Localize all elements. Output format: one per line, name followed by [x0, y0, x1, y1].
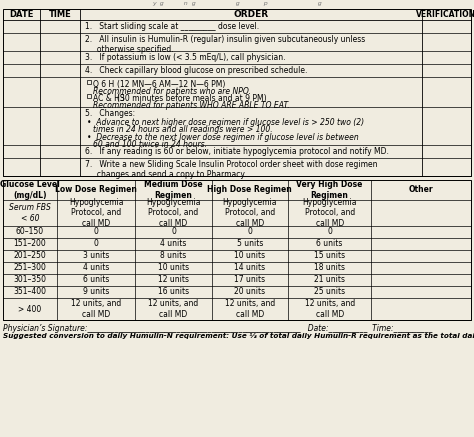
Text: 1.   Start sliding scale at _________ dose level.: 1. Start sliding scale at _________ dose… — [85, 22, 259, 31]
Text: ORDER: ORDER — [233, 10, 269, 19]
Text: times in 24 hours and all readings were > 100.: times in 24 hours and all readings were … — [93, 125, 273, 134]
Text: 6 units: 6 units — [83, 275, 109, 284]
Text: 0: 0 — [171, 228, 176, 236]
Text: 5.   Changes:: 5. Changes: — [85, 109, 135, 118]
Text: Hypoglycemia
Protocol, and
call MD: Hypoglycemia Protocol, and call MD — [146, 198, 201, 228]
Text: 60–150: 60–150 — [16, 228, 44, 236]
Text: Very High Dose
Regimen: Very High Dose Regimen — [296, 180, 363, 200]
Text: 12 units: 12 units — [158, 275, 189, 284]
Text: TIME: TIME — [49, 10, 72, 19]
Text: 0: 0 — [94, 239, 99, 249]
Text: 4.   Check capillary blood glucose on prescribed schedule.: 4. Check capillary blood glucose on pres… — [85, 66, 307, 75]
Text: •  Advance to next higher dose regimen if glucose level is > 250 two (2): • Advance to next higher dose regimen if… — [87, 118, 364, 127]
Text: Low Dose Regimen: Low Dose Regimen — [55, 185, 137, 194]
Text: 15 units: 15 units — [314, 252, 345, 260]
Bar — [3, 180, 471, 320]
Text: Q 6 H: Q 6 H — [93, 80, 114, 89]
Text: Hypoglycemia
Protocol, and
call MD: Hypoglycemia Protocol, and call MD — [302, 198, 357, 228]
Text: Suggested conversion to daily Humulin-N requirement: Use ⅓ of total daily Humuli: Suggested conversion to daily Humulin-N … — [3, 333, 474, 339]
Text: 60 and 100 twice in 24 hours.: 60 and 100 twice in 24 hours. — [93, 140, 207, 149]
Text: 251–300: 251–300 — [13, 264, 46, 273]
Text: 16 units: 16 units — [158, 288, 189, 296]
Text: 9 units: 9 units — [83, 288, 109, 296]
Text: AC & HS: AC & HS — [93, 94, 125, 103]
Text: 7.   Write a new Sliding Scale Insulin Protocol order sheet with dose regimen
  : 7. Write a new Sliding Scale Insulin Pro… — [85, 160, 377, 180]
Text: High Dose Regimen: High Dose Regimen — [208, 185, 292, 194]
Text: 351–400: 351–400 — [13, 288, 46, 296]
Text: VERIFICATION: VERIFICATION — [417, 10, 474, 19]
Text: 12 units, and
call MD: 12 units, and call MD — [148, 299, 199, 319]
Text: 0: 0 — [94, 228, 99, 236]
Text: 10 units: 10 units — [234, 252, 265, 260]
Text: •  Decrease to the next lower dose regimen if glucose level is between: • Decrease to the next lower dose regime… — [87, 133, 359, 142]
Text: DATE: DATE — [9, 10, 34, 19]
Text: Other: Other — [409, 185, 433, 194]
Text: 18 units: 18 units — [314, 264, 345, 273]
Text: 12 units, and
call MD: 12 units, and call MD — [71, 299, 121, 319]
Text: Medium Dose
Regimen: Medium Dose Regimen — [144, 180, 203, 200]
Text: Recommended for patients WHO ARE ABLE TO EAT.: Recommended for patients WHO ARE ABLE TO… — [93, 101, 290, 110]
Text: 2.   All insulin is Humulin-R (regular) insulin given subcutaneously unless
    : 2. All insulin is Humulin-R (regular) in… — [85, 35, 365, 54]
Text: 301–350: 301–350 — [13, 275, 46, 284]
Text: Recommended for patients who are NPO.: Recommended for patients who are NPO. — [93, 87, 251, 96]
Text: 12 units, and
call MD: 12 units, and call MD — [304, 299, 355, 319]
Text: 3.   If potassium is low (< 3.5 mEq/L), call physician.: 3. If potassium is low (< 3.5 mEq/L), ca… — [85, 53, 285, 62]
Text: 4 units: 4 units — [160, 239, 187, 249]
Text: y  g          n  g                    g            p                         g: y g n g g p g — [152, 1, 322, 6]
Text: (30 minutes before meals and at 9 PM): (30 minutes before meals and at 9 PM) — [117, 94, 266, 103]
Text: > 400: > 400 — [18, 305, 42, 313]
Text: 201–250: 201–250 — [14, 252, 46, 260]
Text: Serum FBS
< 60: Serum FBS < 60 — [9, 203, 51, 223]
Text: 151–200: 151–200 — [14, 239, 46, 249]
Bar — [3, 9, 471, 176]
Text: Hypoglycemia
Protocol, and
call MD: Hypoglycemia Protocol, and call MD — [69, 198, 123, 228]
Bar — [87, 80, 91, 84]
Text: 10 units: 10 units — [158, 264, 189, 273]
Text: 25 units: 25 units — [314, 288, 345, 296]
Text: 3 units: 3 units — [83, 252, 109, 260]
Text: 17 units: 17 units — [234, 275, 265, 284]
Text: Glucose Level
(mg/dL): Glucose Level (mg/dL) — [0, 180, 60, 200]
Text: 8 units: 8 units — [161, 252, 187, 260]
Text: 12 units, and
call MD: 12 units, and call MD — [225, 299, 275, 319]
Text: 6 units: 6 units — [317, 239, 343, 249]
Text: 21 units: 21 units — [314, 275, 345, 284]
Text: 5 units: 5 units — [237, 239, 263, 249]
Text: (12 MN—6 AM—12 N—6 PM): (12 MN—6 AM—12 N—6 PM) — [117, 80, 225, 89]
Text: Physician’s Signature:_______________________________________________________   : Physician’s Signature:__________________… — [3, 324, 432, 333]
Text: 0: 0 — [247, 228, 252, 236]
Text: 4 units: 4 units — [83, 264, 109, 273]
Text: 20 units: 20 units — [234, 288, 265, 296]
Text: 14 units: 14 units — [234, 264, 265, 273]
Text: Hypoglycemia
Protocol, and
call MD: Hypoglycemia Protocol, and call MD — [223, 198, 277, 228]
Bar — [87, 94, 91, 98]
Text: 0: 0 — [327, 228, 332, 236]
Text: 6.   If any reading is 60 or below, initiate hypoglycemia protocol and notify MD: 6. If any reading is 60 or below, initia… — [85, 147, 389, 156]
